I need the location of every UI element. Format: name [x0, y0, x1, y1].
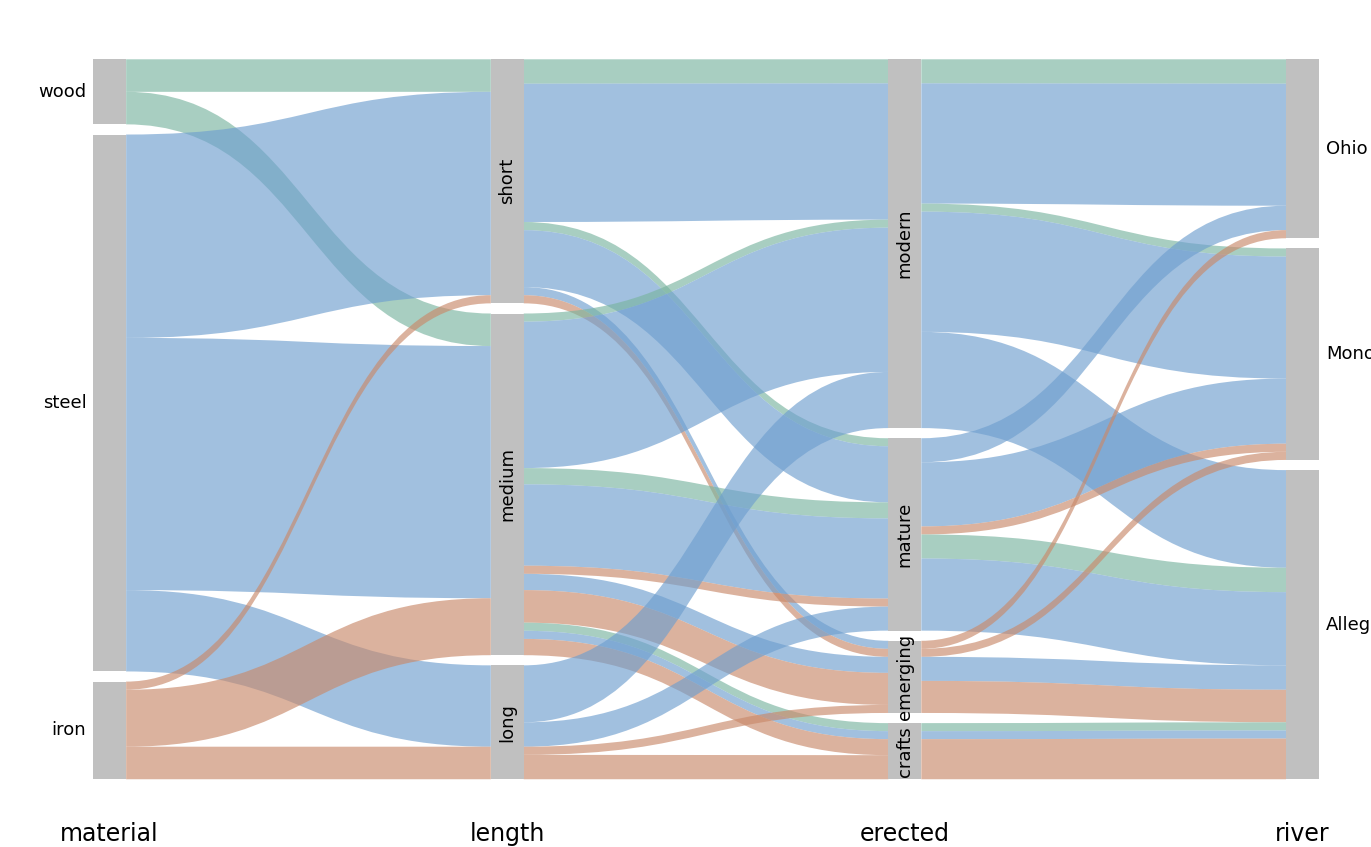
PathPatch shape — [126, 59, 491, 91]
Text: Monongahela: Monongahela — [1326, 346, 1371, 363]
Bar — [491, 666, 524, 779]
PathPatch shape — [524, 59, 888, 84]
PathPatch shape — [524, 484, 888, 599]
PathPatch shape — [524, 219, 888, 322]
Text: erected: erected — [860, 822, 950, 845]
Bar — [888, 723, 921, 779]
PathPatch shape — [921, 206, 1286, 462]
PathPatch shape — [524, 83, 888, 222]
Text: iron: iron — [52, 722, 86, 739]
PathPatch shape — [921, 558, 1286, 666]
PathPatch shape — [921, 83, 1286, 206]
Text: crafts: crafts — [895, 726, 914, 777]
Text: length: length — [470, 822, 544, 845]
Text: short: short — [498, 158, 517, 204]
PathPatch shape — [126, 747, 491, 779]
PathPatch shape — [921, 739, 1286, 779]
PathPatch shape — [921, 332, 1286, 567]
Text: Allegheny: Allegheny — [1326, 616, 1371, 634]
PathPatch shape — [126, 590, 491, 747]
Bar — [93, 135, 126, 672]
PathPatch shape — [921, 203, 1286, 257]
PathPatch shape — [921, 722, 1286, 731]
Bar — [93, 682, 126, 779]
Bar — [888, 59, 921, 428]
PathPatch shape — [921, 451, 1286, 656]
PathPatch shape — [921, 681, 1286, 722]
PathPatch shape — [921, 444, 1286, 534]
PathPatch shape — [524, 623, 888, 731]
PathPatch shape — [524, 755, 888, 779]
PathPatch shape — [921, 534, 1286, 592]
PathPatch shape — [524, 566, 888, 606]
PathPatch shape — [921, 230, 1286, 649]
PathPatch shape — [921, 730, 1286, 739]
PathPatch shape — [921, 59, 1286, 84]
Bar — [491, 59, 524, 303]
PathPatch shape — [524, 606, 888, 747]
PathPatch shape — [126, 338, 491, 598]
Text: long: long — [498, 703, 517, 742]
PathPatch shape — [126, 598, 491, 747]
PathPatch shape — [524, 287, 888, 649]
Text: modern: modern — [895, 209, 914, 279]
Text: emerging: emerging — [895, 634, 914, 720]
PathPatch shape — [524, 573, 888, 673]
PathPatch shape — [126, 91, 491, 346]
PathPatch shape — [921, 379, 1286, 527]
PathPatch shape — [524, 228, 888, 468]
Bar — [1286, 248, 1319, 460]
Text: mature: mature — [895, 501, 914, 567]
PathPatch shape — [524, 372, 888, 722]
PathPatch shape — [524, 705, 888, 755]
PathPatch shape — [126, 91, 491, 338]
Bar — [1286, 470, 1319, 779]
PathPatch shape — [524, 639, 888, 756]
Text: material: material — [60, 822, 159, 845]
Bar — [93, 59, 126, 125]
Bar — [1286, 59, 1319, 238]
Bar — [491, 313, 524, 656]
PathPatch shape — [524, 468, 888, 518]
Text: steel: steel — [43, 394, 86, 412]
PathPatch shape — [524, 222, 888, 446]
PathPatch shape — [524, 590, 888, 705]
PathPatch shape — [524, 296, 888, 656]
Text: medium: medium — [498, 447, 517, 522]
PathPatch shape — [921, 212, 1286, 379]
PathPatch shape — [921, 656, 1286, 689]
Bar — [888, 438, 921, 631]
Bar — [888, 641, 921, 713]
PathPatch shape — [126, 296, 491, 689]
PathPatch shape — [524, 631, 888, 739]
Text: river: river — [1275, 822, 1330, 845]
Text: Ohio: Ohio — [1326, 140, 1367, 158]
PathPatch shape — [524, 230, 888, 502]
Text: wood: wood — [38, 83, 86, 101]
